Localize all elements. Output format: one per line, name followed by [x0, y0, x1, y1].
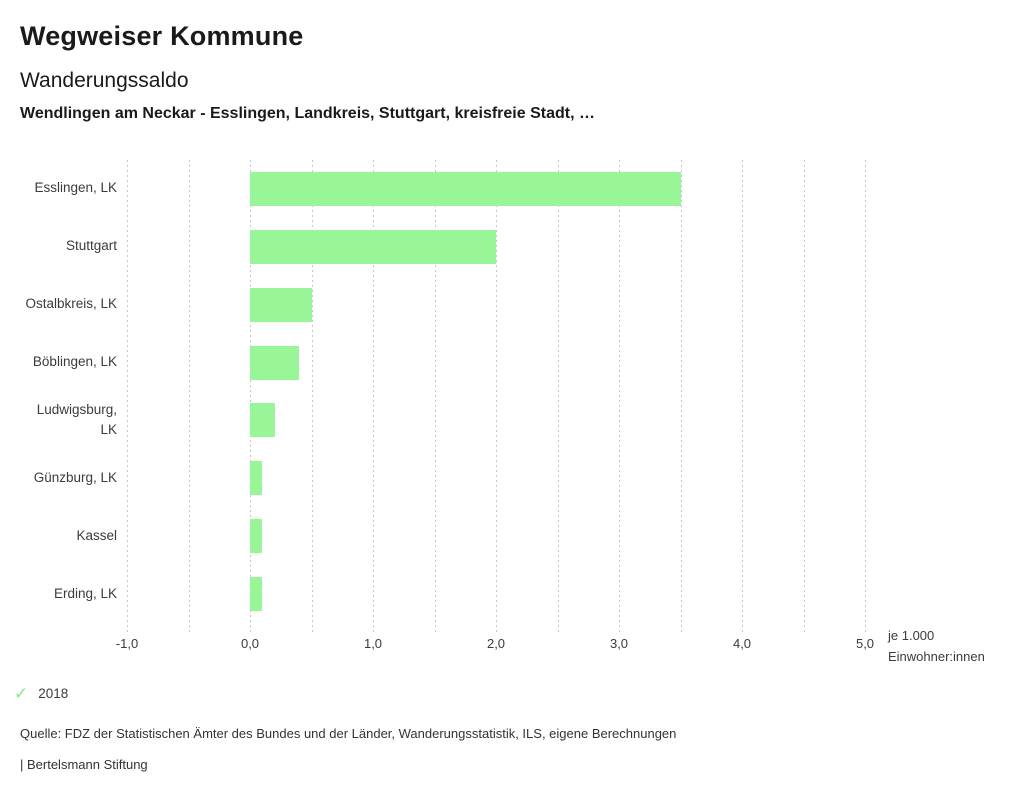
category-label: Stuttgart [65, 238, 117, 254]
category-label: Ostalbkreis, LK [25, 296, 117, 312]
category-label: Böblingen, LK [32, 354, 117, 370]
category-label-row: Günzburg, LK [0, 449, 127, 507]
gridline [680, 160, 682, 632]
chart-bar [250, 345, 300, 380]
chart-subtitle: Wendlingen am Neckar - Esslingen, Landkr… [20, 105, 595, 122]
chart-bar [250, 577, 263, 612]
x-axis-unit-line2: Einwohner:innen [888, 649, 985, 664]
category-label-row: Esslingen, LK [0, 160, 127, 218]
attribution-text: | Bertelsmann Stiftung [20, 757, 148, 772]
gridline [496, 160, 497, 632]
legend-item-2018[interactable]: 2018 [38, 686, 69, 701]
app-title: Wegweiser Kommune [20, 21, 304, 51]
x-tick-label: 1,0 [363, 636, 383, 651]
gridline [557, 160, 559, 632]
x-tick-label: 4,0 [732, 636, 752, 651]
source-text: Quelle: FDZ der Statistischen Ämter des … [20, 726, 677, 741]
category-label-row: Kassel [0, 507, 127, 565]
gridline [127, 160, 128, 632]
x-tick-label: 0,0 [240, 636, 260, 651]
category-label: Erding, LK [53, 585, 117, 601]
gridline [742, 160, 743, 632]
category-label-row: Erding, LK [0, 565, 127, 623]
category-label: Kassel [76, 527, 117, 543]
chart-bar [250, 287, 312, 322]
gridline [865, 160, 866, 632]
category-label: Ludwigsburg, LK [36, 401, 117, 438]
category-label-row: Stuttgart [0, 218, 127, 276]
x-axis-unit-line1: je 1.000 [888, 628, 935, 643]
x-tick-label: 5,0 [855, 636, 875, 651]
chart-bar [250, 461, 263, 496]
category-label-row: Ludwigsburg, LK [0, 392, 127, 450]
gridline [434, 160, 436, 632]
chart-bar [250, 403, 275, 438]
category-label-row: Ostalbkreis, LK [0, 276, 127, 334]
category-label: Esslingen, LK [34, 180, 117, 196]
x-tick-label: 3,0 [609, 636, 629, 651]
chart-bar [250, 519, 263, 554]
chart-legend: ✓ 2018 [14, 685, 68, 702]
x-tick-label: 2,0 [486, 636, 506, 651]
x-tick-label: -1,0 [115, 636, 139, 651]
gridline [311, 160, 313, 632]
category-label: Günzburg, LK [33, 469, 117, 485]
chart-bar [250, 171, 681, 206]
chart-bar [250, 229, 496, 264]
gridline [188, 160, 190, 632]
check-icon: ✓ [14, 684, 29, 703]
x-axis-unit-label: je 1.000 Einwohner:innen [888, 625, 1018, 667]
gridline [803, 160, 805, 632]
gridline [619, 160, 620, 632]
category-label-row: Böblingen, LK [0, 334, 127, 392]
chart-title: Wanderungssaldo [20, 69, 189, 92]
gridline [373, 160, 374, 632]
gridline [250, 160, 251, 632]
